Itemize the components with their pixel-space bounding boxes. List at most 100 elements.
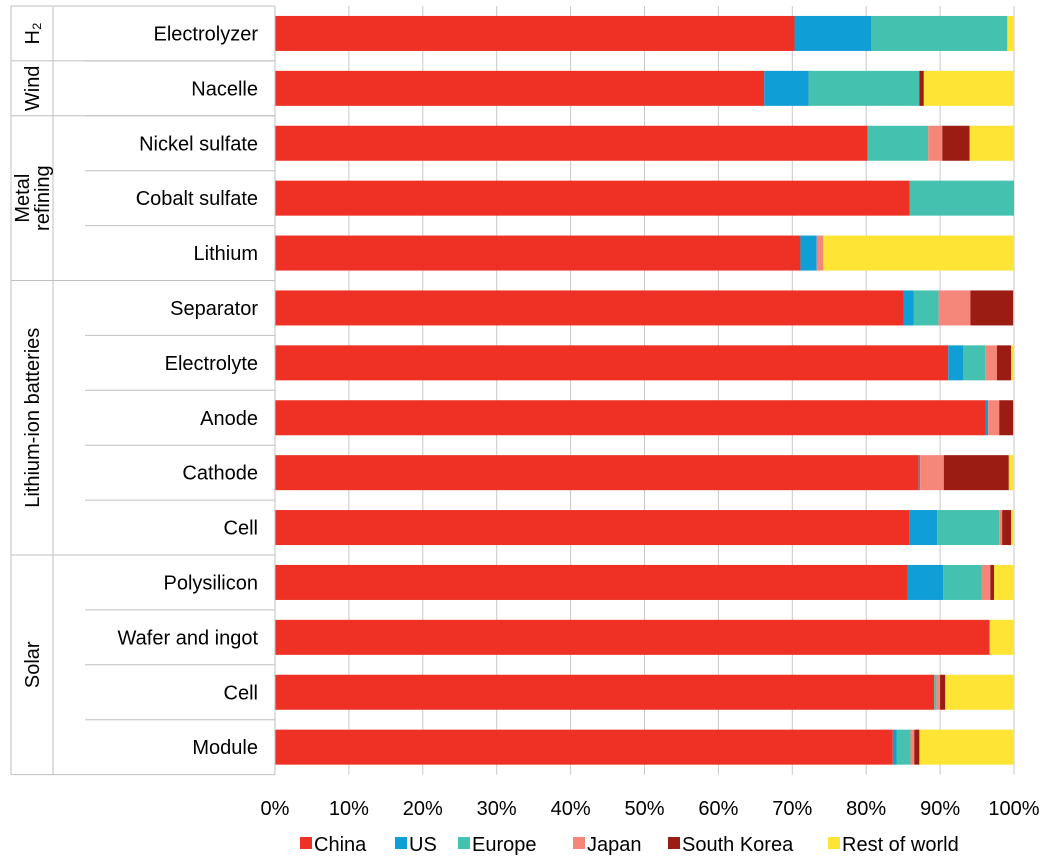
bar-anode-south-korea: [999, 400, 1014, 436]
legend-swatch: [395, 837, 407, 849]
bar-lithium-rest-of-world: [823, 235, 1014, 271]
bar-nacelle-china: [275, 70, 765, 106]
bar-electrolyzer-europe: [871, 15, 1008, 51]
bar-electrolyte-china: [275, 345, 949, 381]
category-label: Polysilicon: [164, 572, 258, 594]
bar-polysilicon-us: [907, 564, 944, 600]
bar-cell-rest-of-world: [945, 674, 1014, 710]
bar-nickel-sulfate-japan: [928, 125, 943, 161]
bar-electrolyte-europe: [963, 345, 986, 381]
axis-frame: [10, 5, 276, 776]
bars: [275, 15, 1014, 765]
legend-item-japan: Japan: [573, 834, 642, 856]
bar-cell-japan: [936, 674, 941, 710]
legend-label: China: [314, 834, 367, 856]
bar-cell-china: [275, 674, 935, 710]
bar-polysilicon-south-korea: [990, 564, 995, 600]
bar-cell-japan: [999, 510, 1003, 546]
x-tick-labels: 0% 10% 20% 30% 40% 50% 60% 70% 80% 90% 100%: [261, 798, 1040, 820]
category-label: Cobalt sulfate: [136, 188, 258, 210]
bar-polysilicon-china: [275, 564, 908, 600]
group-label-solar: Solar: [22, 641, 44, 688]
category-label: Cathode: [182, 463, 258, 485]
legend-item-rest-of-world: Rest of world: [828, 834, 959, 856]
bar-nickel-sulfate-china: [275, 125, 868, 161]
bar-electrolyte-us: [948, 345, 964, 381]
bar-electrolyte-south-korea: [997, 345, 1012, 381]
bar-electrolyzer-rest-of-world: [1007, 15, 1014, 51]
category-labels: Electrolyzer Nacelle Nickel sulfate Cobalt …: [118, 23, 259, 759]
bar-cell-china: [275, 510, 910, 546]
x-tick-label: 10%: [329, 798, 369, 820]
legend-label: Europe: [472, 834, 537, 856]
category-label: Module: [192, 737, 258, 759]
bar-cobalt-sulfate-china: [275, 180, 910, 216]
bar-cathode-us: [918, 455, 921, 491]
group-label-lithium-ion-batteries: Lithium-ion batteries: [22, 328, 44, 508]
bar-cell-south-korea: [940, 674, 946, 710]
bar-separator-rest-of-world: [1013, 290, 1014, 326]
bar-polysilicon-japan: [981, 564, 991, 600]
bar-nickel-sulfate-europe: [867, 125, 929, 161]
bar-cathode-south-korea: [943, 455, 1009, 491]
legend-item-south-korea: South Korea: [668, 834, 794, 856]
x-tick-label: 60%: [698, 798, 738, 820]
bar-module-europe: [896, 729, 911, 765]
bar-anode-china: [275, 400, 986, 436]
legend-label: US: [409, 834, 437, 856]
legend-label: South Korea: [682, 834, 794, 856]
bar-cell-us: [909, 510, 938, 546]
legend-label: Japan: [587, 834, 642, 856]
legend: China US Europe Japan South Korea Rest of wor…: [300, 834, 959, 856]
bar-separator-us: [903, 290, 914, 326]
category-label: Separator: [170, 298, 258, 320]
legend-swatch: [573, 837, 585, 849]
x-tick-label: 70%: [772, 798, 812, 820]
bar-electrolyzer-us: [794, 15, 872, 51]
bar-cell-south-korea: [1002, 510, 1012, 546]
legend-swatch: [458, 837, 470, 849]
category-label: Wafer and ingot: [118, 627, 259, 649]
category-label: Nacelle: [191, 78, 258, 100]
bar-cell-europe: [937, 510, 1000, 546]
category-label: Nickel sulfate: [139, 133, 258, 155]
x-tick-label: 20%: [403, 798, 443, 820]
x-tick-label: 30%: [477, 798, 517, 820]
bar-polysilicon-europe: [943, 564, 982, 600]
bar-nacelle-south-korea: [919, 70, 924, 106]
bar-lithium-us: [800, 235, 817, 271]
category-label: Cell: [224, 518, 258, 540]
gridlines: [348, 6, 1015, 775]
x-tick-label: 0%: [261, 798, 290, 820]
bar-module-japan: [910, 729, 915, 765]
category-label: Anode: [200, 408, 258, 430]
group-labels: H₂ Wind Metalrefining Lithium-ion batteries…: [12, 22, 54, 688]
bar-module-us: [892, 729, 897, 765]
bar-module-south-korea: [914, 729, 920, 765]
legend-item-europe: Europe: [458, 834, 537, 856]
bar-cathode-rest-of-world: [1008, 455, 1014, 491]
bar-nacelle-europe: [808, 70, 920, 106]
category-label: Cell: [224, 682, 258, 704]
x-tick-label: 40%: [551, 798, 591, 820]
bar-nacelle-us: [764, 70, 809, 106]
legend-item-china: China: [300, 834, 367, 856]
bar-separator-china: [275, 290, 904, 326]
group-label-wind: Wind: [22, 66, 44, 112]
bar-cathode-japan: [920, 455, 944, 491]
bar-module-china: [275, 729, 893, 765]
bar-cell-europe: [934, 674, 937, 710]
legend-swatch: [828, 837, 840, 849]
legend-item-us: US: [395, 834, 437, 856]
group-label-metal-refining: Metalrefining: [12, 165, 54, 231]
legend-swatch: [668, 837, 680, 849]
category-label: Lithium: [194, 243, 258, 265]
bar-separator-europe: [913, 290, 939, 326]
bar-cell-rest-of-world: [1011, 510, 1014, 546]
bar-electrolyte-japan: [985, 345, 998, 381]
bar-electrolyzer-china: [275, 15, 795, 51]
bar-cobalt-sulfate-europe: [909, 180, 1014, 216]
bar-electrolyte-rest-of-world: [1011, 345, 1014, 381]
bar-anode-us: [985, 400, 989, 436]
